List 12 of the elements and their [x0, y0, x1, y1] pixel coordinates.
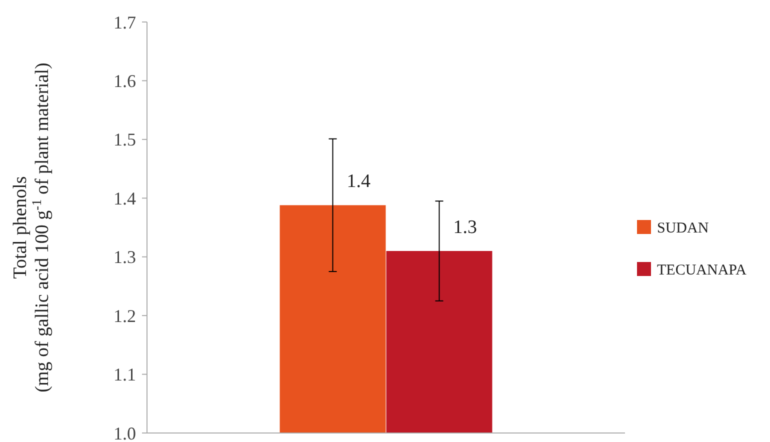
- y-tick-label: 1.0: [114, 423, 136, 442]
- legend-label: TECUANAPA: [657, 262, 747, 278]
- data-label: 1.3: [453, 216, 477, 238]
- y-tick-label: 1.6: [114, 71, 136, 92]
- y-tick-label: 1.1: [114, 364, 136, 385]
- y-tick-label: 1.7: [114, 12, 136, 32]
- y-tick-label: 1.3: [114, 247, 136, 268]
- y-tick-label: 1.2: [114, 306, 136, 326]
- data-label: 1.4: [346, 171, 372, 192]
- y-tick-label: 1.4: [114, 188, 136, 208]
- legend-label: SUDAN: [657, 220, 709, 236]
- y-tick-label: 1.5: [114, 130, 136, 150]
